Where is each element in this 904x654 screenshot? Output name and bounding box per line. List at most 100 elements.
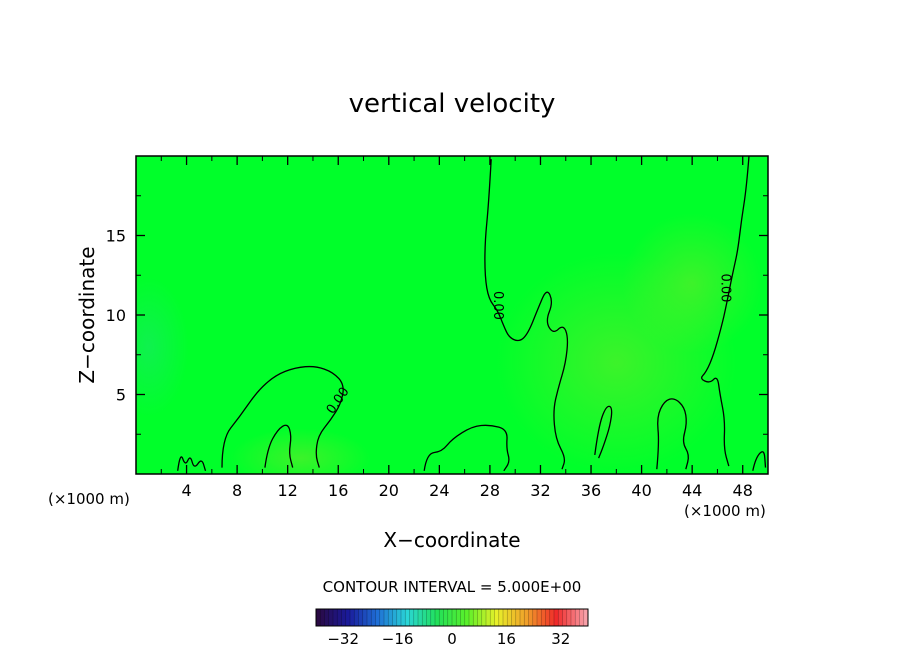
x-axis-ticks: 4 8 12 16 20 24 28 32 36 40 44 48 bbox=[160, 156, 753, 500]
x-tick-label: 16 bbox=[328, 481, 348, 500]
field-shading bbox=[136, 213, 763, 474]
colorbar-cell bbox=[494, 609, 500, 626]
colorbar-cell bbox=[409, 609, 415, 626]
colorbar-cell bbox=[541, 609, 546, 626]
colorbar bbox=[315, 608, 589, 627]
colorbar-cell bbox=[384, 609, 389, 626]
colorbar-cell bbox=[418, 609, 423, 626]
x-tick-label: 36 bbox=[581, 481, 601, 500]
x-unit-left: (×1000 m) bbox=[48, 490, 130, 508]
contour-line bbox=[177, 456, 207, 471]
colorbar-cell bbox=[443, 609, 449, 626]
contour-label: 0.00 bbox=[490, 291, 505, 320]
colorbar-cell bbox=[460, 609, 466, 626]
x-tick-label: 20 bbox=[379, 481, 399, 500]
colorbar-cell bbox=[354, 609, 359, 626]
chart-title: vertical velocity bbox=[349, 89, 556, 119]
colorbar-cell bbox=[426, 609, 432, 626]
colorbar-cell bbox=[362, 609, 368, 626]
colorbar-cell bbox=[379, 609, 385, 626]
x-unit-right: (×1000 m) bbox=[684, 502, 766, 520]
colorbar-cell bbox=[337, 609, 342, 626]
colorbar-ticks: −32 −16 0 16 32 bbox=[327, 630, 570, 648]
colorbar-cell bbox=[528, 609, 534, 626]
colorbar-cell bbox=[562, 609, 568, 626]
colorbar-cell bbox=[392, 609, 398, 626]
y-tick-label: 5 bbox=[116, 386, 126, 405]
contour-line bbox=[594, 405, 613, 459]
colorbar-cell bbox=[358, 609, 364, 626]
colorbar-cell bbox=[324, 609, 330, 626]
x-tick-label: 44 bbox=[682, 481, 702, 500]
shading-blob-positive bbox=[230, 428, 371, 474]
colorbar-cell bbox=[341, 609, 347, 626]
colorbar-cell bbox=[537, 609, 542, 626]
contour-line bbox=[701, 156, 750, 467]
x-tick-label: 32 bbox=[530, 481, 550, 500]
colorbar-cell bbox=[456, 609, 461, 626]
colorbar-cell bbox=[396, 609, 402, 626]
contour-line bbox=[221, 365, 344, 468]
colorbar-cell bbox=[316, 609, 321, 626]
colorbar-cell bbox=[439, 609, 444, 626]
x-tick-label: 12 bbox=[278, 481, 298, 500]
colorbar-cell bbox=[345, 609, 351, 626]
colorbar-cell bbox=[520, 609, 525, 626]
colorbar-cell bbox=[405, 609, 410, 626]
colorbar-cell bbox=[452, 609, 457, 626]
colorbar-cell bbox=[430, 609, 436, 626]
x-tick-label: 28 bbox=[480, 481, 500, 500]
colorbar-cell bbox=[333, 609, 338, 626]
colorbar-cell bbox=[583, 609, 589, 626]
contour-line bbox=[423, 424, 510, 472]
x-axis-label: X−coordinate bbox=[383, 528, 520, 552]
colorbar-cell bbox=[320, 609, 325, 626]
colorbar-cell bbox=[575, 609, 580, 626]
colorbar-cell bbox=[477, 609, 483, 626]
colorbar-cell bbox=[435, 609, 440, 626]
colorbar-cell bbox=[328, 609, 334, 626]
colorbar-cell bbox=[413, 609, 419, 626]
colorbar-cell bbox=[464, 609, 470, 626]
shading-blob-negative bbox=[136, 276, 189, 417]
colorbar-cell bbox=[507, 609, 512, 626]
contour-interval-note: CONTOUR INTERVAL = 5.000E+00 bbox=[323, 578, 582, 596]
colorbar-cell bbox=[579, 609, 585, 626]
x-tick-label: 4 bbox=[181, 481, 191, 500]
colorbar-cell bbox=[490, 609, 495, 626]
colorbar-cell bbox=[554, 609, 559, 626]
y-axis-ticks: 5 10 15 bbox=[106, 195, 768, 435]
colorbar-cell bbox=[549, 609, 555, 626]
colorbar-tick-label: 32 bbox=[551, 630, 570, 648]
colorbar-cell bbox=[545, 609, 551, 626]
colorbar-frame bbox=[315, 608, 589, 627]
x-tick-label: 24 bbox=[429, 481, 449, 500]
x-tick-label: 8 bbox=[232, 481, 242, 500]
colorbar-cell bbox=[558, 609, 563, 626]
shading-blob-positive bbox=[622, 213, 763, 354]
contour-line bbox=[656, 398, 689, 470]
colorbar-cell bbox=[532, 609, 538, 626]
x-tick-label: 48 bbox=[733, 481, 753, 500]
colorbar-cell bbox=[473, 609, 478, 626]
contour-line bbox=[264, 424, 294, 468]
x-tick-label: 40 bbox=[631, 481, 651, 500]
y-axis-label: Z−coordinate bbox=[75, 246, 99, 383]
contour-line bbox=[484, 159, 569, 470]
colorbar-cell bbox=[511, 609, 517, 626]
colorbar-cell bbox=[571, 609, 576, 626]
colorbar-cell bbox=[422, 609, 427, 626]
colorbar-tick-label: 16 bbox=[497, 630, 516, 648]
colorbar-cell bbox=[486, 609, 491, 626]
colorbar-tick-label: −32 bbox=[327, 630, 359, 648]
contour-line bbox=[752, 451, 767, 471]
colorbar-cell bbox=[388, 609, 393, 626]
colorbar-cell bbox=[566, 609, 572, 626]
colorbar-cell bbox=[469, 609, 474, 626]
colorbar-cell bbox=[375, 609, 381, 626]
colorbar-cell bbox=[515, 609, 521, 626]
colorbar-tick-label: −16 bbox=[382, 630, 414, 648]
colorbar-cell bbox=[503, 609, 508, 626]
contour-lines bbox=[177, 156, 767, 472]
